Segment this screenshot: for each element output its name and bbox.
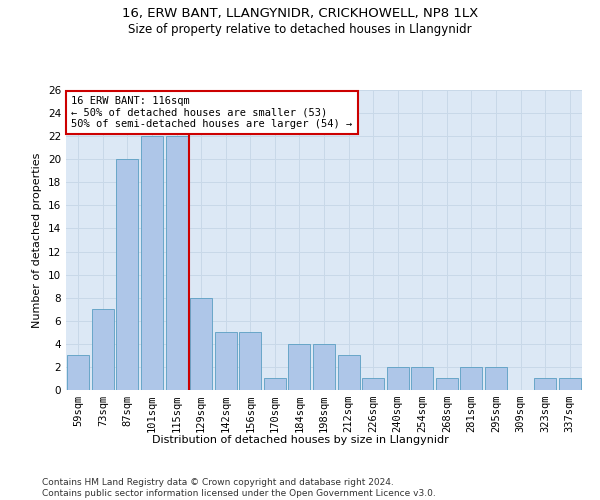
Y-axis label: Number of detached properties: Number of detached properties: [32, 152, 43, 328]
Bar: [190, 298, 212, 390]
Text: 16, ERW BANT, LLANGYNIDR, CRICKHOWELL, NP8 1LX: 16, ERW BANT, LLANGYNIDR, CRICKHOWELL, N…: [122, 8, 478, 20]
Bar: [67, 356, 89, 390]
Text: Contains HM Land Registry data © Crown copyright and database right 2024.
Contai: Contains HM Land Registry data © Crown c…: [42, 478, 436, 498]
Bar: [411, 367, 433, 390]
Text: Size of property relative to detached houses in Llangynidr: Size of property relative to detached ho…: [128, 22, 472, 36]
Text: 16 ERW BANT: 116sqm
← 50% of detached houses are smaller (53)
50% of semi-detach: 16 ERW BANT: 116sqm ← 50% of detached ho…: [71, 96, 352, 129]
Bar: [289, 344, 310, 390]
Bar: [386, 367, 409, 390]
Bar: [141, 136, 163, 390]
Bar: [362, 378, 384, 390]
Bar: [559, 378, 581, 390]
Bar: [215, 332, 237, 390]
Bar: [116, 159, 139, 390]
Bar: [264, 378, 286, 390]
Bar: [338, 356, 359, 390]
Bar: [313, 344, 335, 390]
Text: Distribution of detached houses by size in Llangynidr: Distribution of detached houses by size …: [152, 435, 448, 445]
Bar: [534, 378, 556, 390]
Bar: [92, 309, 114, 390]
Bar: [460, 367, 482, 390]
Bar: [239, 332, 262, 390]
Bar: [166, 136, 188, 390]
Bar: [485, 367, 507, 390]
Bar: [436, 378, 458, 390]
